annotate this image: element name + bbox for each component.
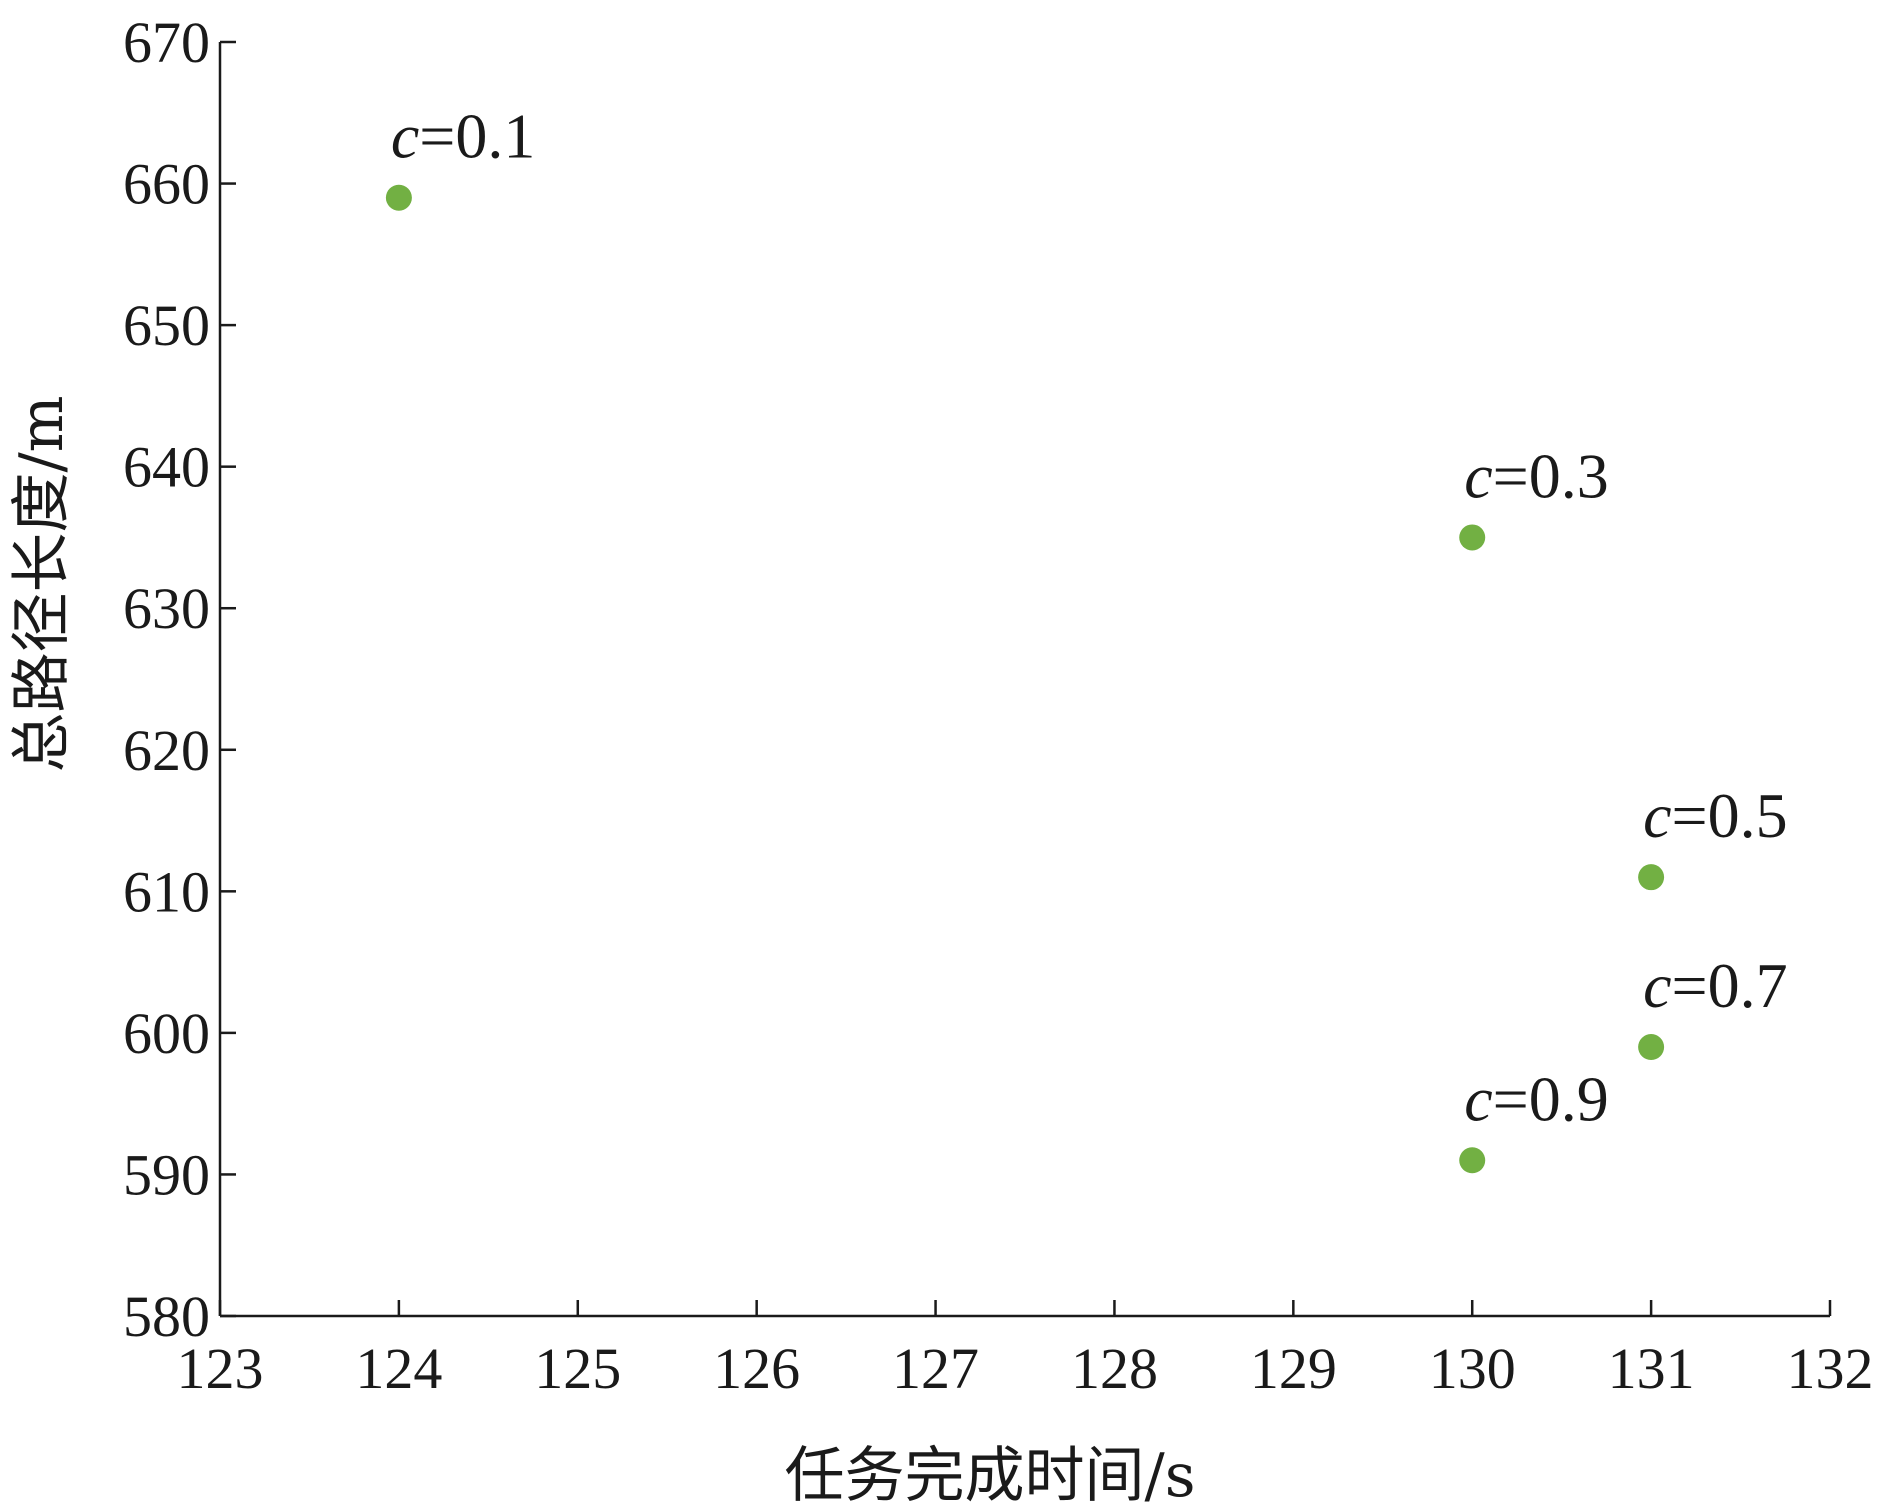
point-label: c=0.3 [1464, 440, 1609, 511]
y-axis-title: 总路径长度/m [7, 395, 77, 772]
x-tick-label: 123 [177, 1336, 264, 1401]
x-axis-ticks: 123 124 125 126 127 128 129 130 131 132 [177, 1300, 1874, 1401]
x-tick-label: 129 [1250, 1336, 1337, 1401]
x-tick-label: 130 [1429, 1336, 1516, 1401]
data-point [1459, 524, 1486, 551]
y-tick-label: 600 [123, 1001, 210, 1066]
y-tick-label: 650 [123, 293, 210, 358]
data-point [1638, 864, 1665, 891]
y-tick-label: 580 [123, 1284, 210, 1349]
x-tick-label: 126 [713, 1336, 800, 1401]
x-axis-title: 任务完成时间/s [784, 1441, 1195, 1509]
point-label: c=0.1 [391, 101, 536, 172]
data-point [1638, 1034, 1665, 1061]
x-tick-label: 127 [892, 1336, 979, 1401]
y-tick-label: 590 [123, 1142, 210, 1207]
x-tick-label: 124 [355, 1336, 442, 1401]
point-labels: c=0.1 c=0.3 c=0.5 c=0.7 c=0.9 [391, 101, 1788, 1135]
data-points [385, 184, 1665, 1174]
x-tick-label: 131 [1608, 1336, 1695, 1401]
point-label: c=0.9 [1464, 1063, 1609, 1134]
x-tick-label: 132 [1787, 1336, 1874, 1401]
point-label: c=0.5 [1643, 780, 1788, 851]
axes [218, 42, 1830, 1318]
y-tick-label: 670 [123, 10, 210, 75]
y-tick-label: 660 [123, 152, 210, 217]
x-tick-label: 125 [534, 1336, 621, 1401]
x-tick-label: 128 [1071, 1336, 1158, 1401]
data-point [1459, 1147, 1486, 1174]
point-label: c=0.7 [1643, 950, 1788, 1021]
y-tick-label: 630 [123, 576, 210, 641]
y-tick-label: 620 [123, 718, 210, 783]
data-point [385, 184, 412, 211]
y-tick-label: 640 [123, 435, 210, 500]
y-axis-ticks: 580 590 600 610 620 630 640 650 660 670 [123, 10, 236, 1349]
y-tick-label: 610 [123, 859, 210, 924]
